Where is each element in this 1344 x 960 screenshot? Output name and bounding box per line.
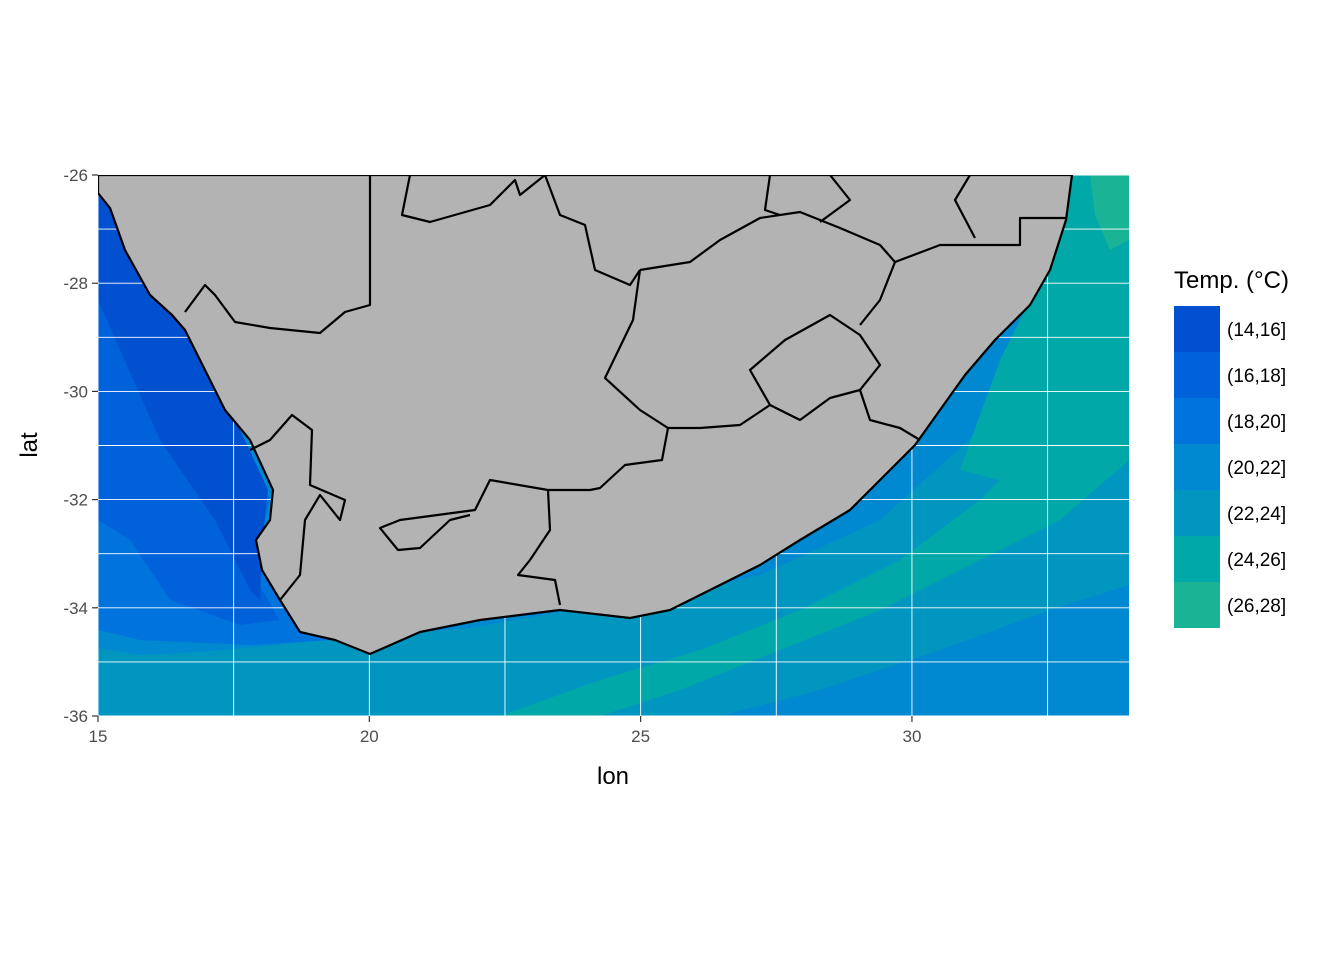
province-border: [603, 269, 771, 430]
sst-band-26-28: [1090, 175, 1129, 250]
legend-swatch: [1174, 306, 1220, 352]
province-border: [859, 261, 897, 326]
legend-swatch: [1174, 444, 1220, 490]
province-border: [953, 175, 976, 239]
y-tick-label: -32: [63, 491, 88, 510]
x-axis-title: lon: [597, 763, 629, 790]
province-border: [249, 413, 347, 601]
legend-swatch: [1174, 536, 1220, 582]
legend: Temp. (°C) (14,16] (16,18] (18,20] (20,22] (…: [1174, 267, 1289, 628]
y-axis-title: lat: [16, 432, 43, 458]
x-tick-label: 15: [89, 727, 108, 746]
y-tick-label: -26: [63, 166, 88, 185]
province-border: [516, 489, 562, 606]
legend-label: (22,24]: [1227, 504, 1286, 525]
sst-band-24-26-east: [960, 175, 1129, 480]
y-tick-label: -28: [63, 274, 88, 293]
legend-label: (24,26]: [1227, 550, 1286, 571]
sst-band-24-26: [500, 340, 1129, 716]
province-border: [763, 175, 781, 217]
legend-label: (14,16]: [1227, 320, 1286, 341]
province-border: [894, 216, 1066, 264]
legend-swatch: [1174, 582, 1220, 628]
y-tick-label: -30: [63, 382, 88, 401]
x-tick-label: 20: [360, 727, 379, 746]
x-tick-label: 25: [631, 727, 650, 746]
province-border: [184, 175, 372, 335]
x-tick-label: 30: [902, 727, 921, 746]
axes: 15 20 25 30 -26 -28 -30 -32 -34 -36: [63, 166, 921, 746]
province-border: [819, 175, 852, 223]
province-border: [378, 427, 670, 552]
land-layer: [98, 175, 1074, 656]
legend-title: Temp. (°C): [1174, 267, 1289, 294]
legend-swatch: [1174, 490, 1220, 536]
south-africa-land: [98, 175, 1074, 656]
y-tick-label: -34: [63, 599, 88, 618]
province-border: [400, 175, 641, 287]
sst-band-14-16: [98, 192, 268, 600]
legend-swatch: [1174, 352, 1220, 398]
y-tick-label: -36: [63, 707, 88, 726]
province-border: [748, 313, 882, 422]
map-panel: [98, 175, 1129, 716]
legend-label: (18,20]: [1227, 412, 1286, 433]
province-border: [858, 389, 921, 441]
legend-label: (26,28]: [1227, 596, 1286, 617]
province-borders: [184, 175, 1066, 606]
legend-label: (20,22]: [1227, 458, 1286, 479]
legend-swatch: [1174, 398, 1220, 444]
legend-label: (16,18]: [1227, 366, 1286, 387]
